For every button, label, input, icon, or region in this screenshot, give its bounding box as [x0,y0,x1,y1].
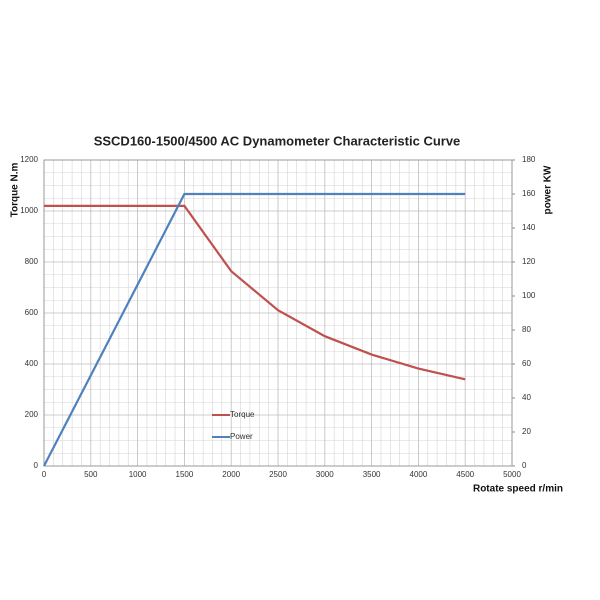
y2-tick-label: 40 [522,393,531,402]
x-tick-label: 4000 [410,470,428,479]
y2-tick-label: 180 [522,155,536,164]
x-tick-label: 0 [42,470,47,479]
x-tick-label: 1000 [129,470,147,479]
y-axis-title: Torque N.m [10,162,21,217]
x-axis-title: Rotate speed r/min [473,484,563,495]
y2-tick-label: 0 [522,461,527,470]
series-line [44,204,466,381]
x-tick-label: 5000 [503,470,521,479]
x-tick-label: 500 [84,470,98,479]
y2-tick-label: 160 [522,189,536,198]
y2-tick-label: 80 [522,325,531,334]
y-tick-label: 1200 [20,155,38,164]
x-tick-label: 2000 [222,470,240,479]
legend-label: Power [230,432,253,441]
y-tick-label: 1000 [20,206,38,215]
plot: Torque Power [43,192,466,467]
y-tick-label: 0 [34,461,39,470]
legend-label: Torque [230,410,255,419]
y2-tick-label: 20 [522,427,531,436]
plot-frame [43,159,513,467]
chart-title: SSCD160-1500/4500 AC Dynamometer Charact… [94,133,461,148]
x-tick-label: 3500 [363,470,381,479]
y2-tick-label: 60 [522,359,531,368]
y-tick-label: 800 [25,257,39,266]
x-tick-label: 4500 [456,470,474,479]
x-tick-label: 1500 [176,470,194,479]
series-line [43,192,466,467]
y2-tick-label: 100 [522,291,536,300]
y-tick-label: 200 [25,410,39,419]
y2-axis-title: power KW [543,165,554,214]
y-tick-label: 600 [25,308,39,317]
x-tick-label: 2500 [269,470,287,479]
y2-tick-label: 120 [522,257,536,266]
x-tick-label: 3000 [316,470,334,479]
y-tick-label: 400 [25,359,39,368]
y2-tick-label: 140 [522,223,536,232]
